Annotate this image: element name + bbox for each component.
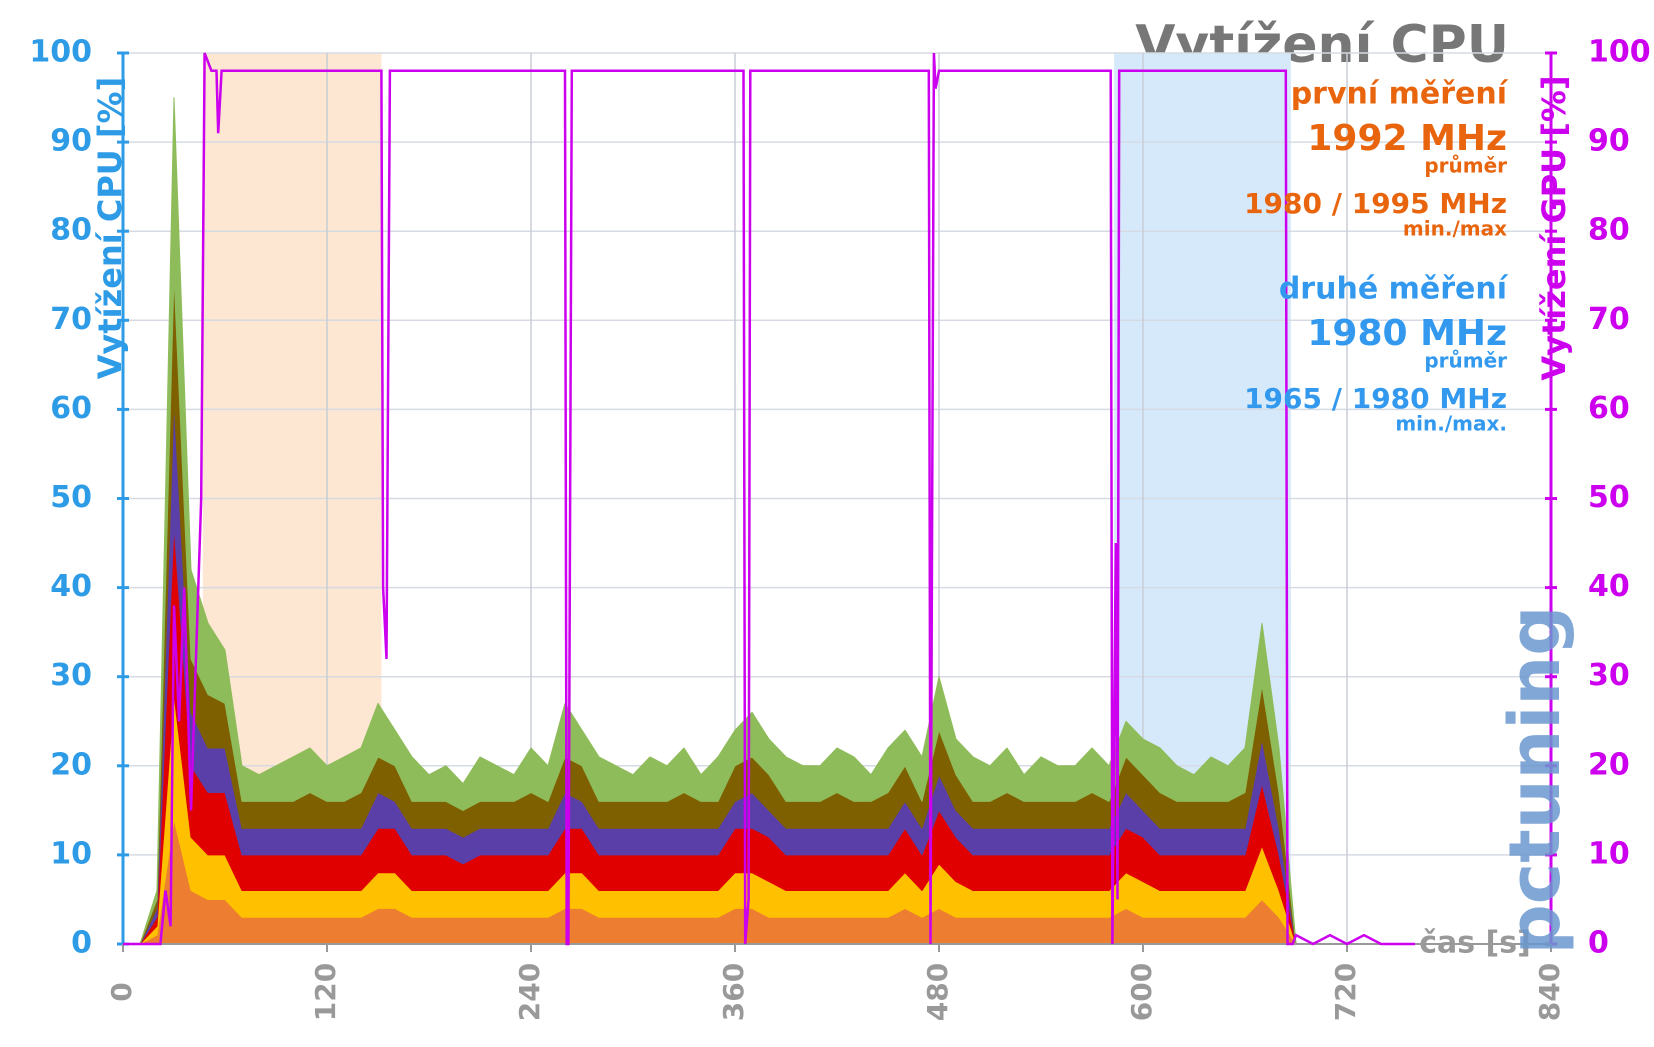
y-tick-label: 90 (50, 124, 92, 159)
average-value: 1980 MHz (1307, 313, 1507, 354)
plot (122, 52, 1552, 945)
y2-tick-label: 50 (1588, 480, 1630, 515)
range-value: 1965 / 1980 MHz (1244, 382, 1507, 415)
range-value: 1980 / 1995 MHz (1244, 187, 1507, 220)
y-tick-label: 20 (50, 747, 92, 782)
x-tick-label: 120 (309, 963, 342, 1021)
y2-tick-label: 20 (1588, 747, 1630, 782)
y-tick-label: 50 (50, 480, 92, 515)
y-tick-label: 0 (71, 926, 92, 961)
average-value: 1992 MHz (1307, 118, 1507, 159)
range-note: min./max. (1395, 412, 1507, 436)
x-tick-label: 720 (1329, 963, 1362, 1021)
x-tick-label: 360 (717, 963, 750, 1021)
x-tick-label: 600 (1125, 963, 1158, 1021)
y-tick-label: 10 (50, 836, 92, 871)
y2-tick-label: 100 (1588, 35, 1651, 70)
x-axis-label: čas [s] (1419, 926, 1531, 961)
logo: pctuning (1494, 606, 1576, 955)
y2-tick-label: 90 (1588, 124, 1630, 159)
y2-tick-label: 40 (1588, 569, 1630, 604)
y2-tick-label: 0 (1588, 926, 1609, 961)
y2-tick-label: 70 (1588, 302, 1630, 337)
y-tick-label: 40 (50, 569, 92, 604)
y-tick-label: 60 (50, 391, 92, 426)
x-tick-label: 480 (921, 963, 954, 1021)
y-axis-label: Vytížení CPU [%] (91, 77, 129, 379)
x-tick-label: 0 (105, 982, 138, 1001)
y2-axis-label: Vytížení GPU [%] (1535, 75, 1573, 380)
x-tick-label: 240 (513, 963, 546, 1021)
y2-tick-label: 10 (1588, 836, 1630, 871)
measurement-label: druhé měření (1279, 272, 1509, 307)
y-tick-label: 100 (29, 35, 92, 70)
y2-tick-label: 60 (1588, 391, 1630, 426)
measurement-label: první měření (1291, 77, 1509, 112)
gpu-line (123, 52, 1415, 946)
x-tick-label: 840 (1533, 963, 1566, 1021)
y-tick-label: 80 (50, 213, 92, 248)
y-tick-label: 70 (50, 302, 92, 337)
y-tick-label: 30 (50, 658, 92, 693)
y2-tick-label: 30 (1588, 658, 1630, 693)
average-note: průměr (1424, 349, 1507, 373)
y2-tick-label: 80 (1588, 213, 1630, 248)
average-note: průměr (1424, 154, 1507, 178)
range-note: min./max (1403, 217, 1507, 241)
